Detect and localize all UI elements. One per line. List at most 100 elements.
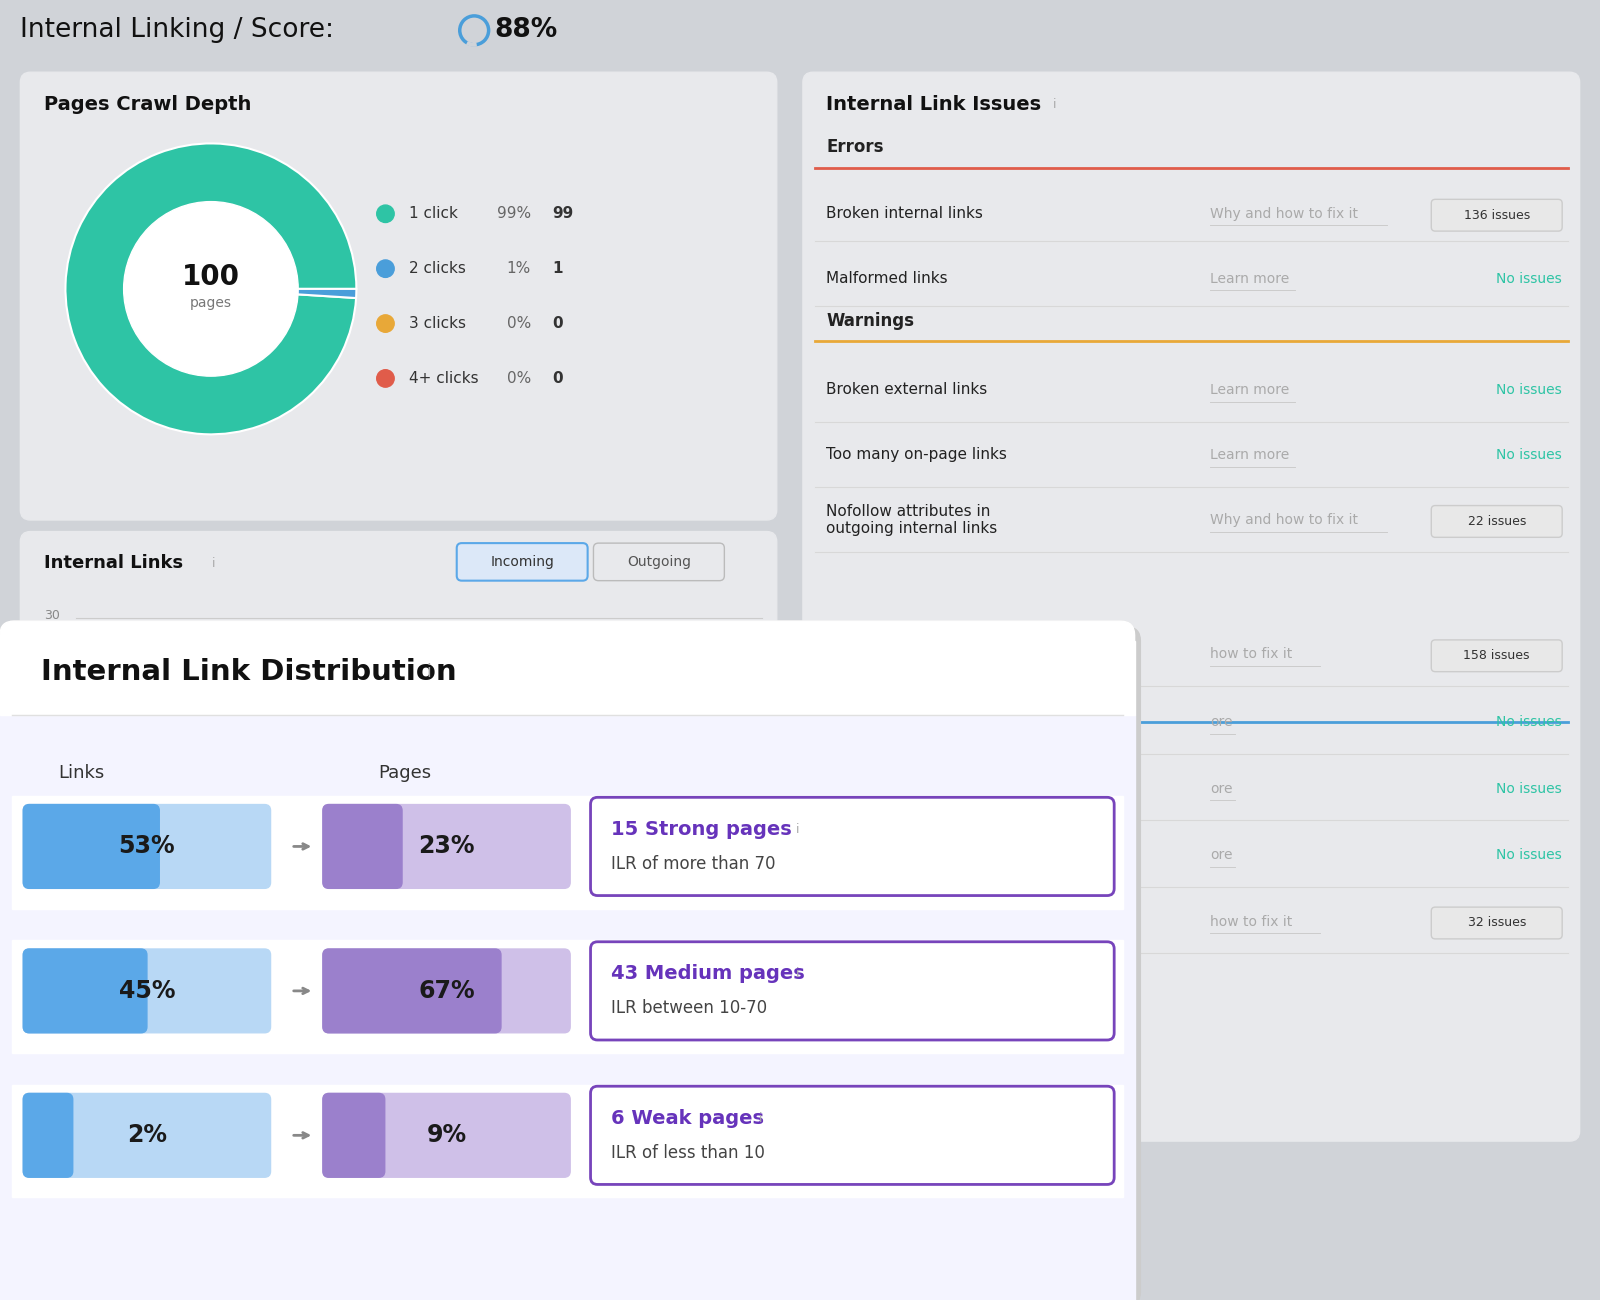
Text: ore: ore (1210, 781, 1232, 796)
FancyBboxPatch shape (24, 949, 270, 1032)
Text: 1%: 1% (507, 261, 531, 276)
Text: Learn more: Learn more (1210, 272, 1290, 286)
Text: 0%: 0% (507, 316, 531, 332)
Text: 99%: 99% (496, 207, 531, 221)
Text: i: i (760, 1112, 763, 1124)
FancyBboxPatch shape (590, 797, 1114, 896)
Text: Internal Linking / Score:: Internal Linking / Score: (21, 17, 334, 43)
Text: No issues: No issues (1496, 272, 1562, 286)
Text: ILR between 10-70: ILR between 10-70 (611, 1000, 766, 1017)
Text: Internal Link Issues: Internal Link Issues (826, 95, 1042, 113)
Text: No issues: No issues (1496, 448, 1562, 461)
Text: 0%: 0% (507, 370, 531, 386)
Circle shape (376, 315, 394, 333)
Text: ILR of more than 70: ILR of more than 70 (611, 855, 776, 872)
Text: Outgoing: Outgoing (627, 555, 691, 569)
Text: 136 issues: 136 issues (1464, 209, 1530, 222)
Text: Malformed links: Malformed links (826, 272, 947, 286)
Text: No issues: No issues (1496, 781, 1562, 796)
Text: i: i (797, 967, 800, 980)
Bar (11, 796, 1123, 909)
Text: i: i (1053, 98, 1056, 111)
Bar (11, 940, 1123, 1053)
Text: pages: pages (190, 296, 232, 311)
Text: how to fix it: how to fix it (1210, 915, 1293, 928)
Text: 88%: 88% (494, 17, 558, 43)
FancyBboxPatch shape (323, 805, 402, 888)
Bar (0, 0, 1600, 61)
Text: No issues: No issues (1496, 384, 1562, 396)
Text: 1: 1 (552, 261, 563, 276)
Text: ore: ore (1210, 848, 1232, 862)
FancyBboxPatch shape (1432, 640, 1562, 672)
Text: Internal Links: Internal Links (43, 554, 182, 572)
FancyBboxPatch shape (590, 941, 1114, 1040)
Bar (0, 641, 1134, 715)
Text: Nofollow attributes in
outgoing internal links: Nofollow attributes in outgoing internal… (826, 504, 997, 536)
Text: 158 issues: 158 issues (1464, 649, 1530, 662)
Circle shape (376, 369, 394, 387)
Text: Errors: Errors (826, 138, 883, 156)
Text: No issues: No issues (1496, 848, 1562, 862)
Text: 3 clicks: 3 clicks (408, 316, 466, 332)
Text: Broken external links: Broken external links (826, 382, 987, 398)
FancyBboxPatch shape (6, 627, 1141, 1300)
FancyBboxPatch shape (0, 621, 1134, 1300)
Text: ore: ore (1210, 715, 1232, 729)
Text: 32 issues: 32 issues (1467, 916, 1526, 930)
FancyBboxPatch shape (21, 532, 776, 640)
Text: Why and how to fix it: Why and how to fix it (1210, 207, 1358, 221)
Text: 23%: 23% (418, 835, 475, 858)
Text: 15 Strong pages: 15 Strong pages (611, 819, 792, 838)
Wedge shape (66, 143, 357, 434)
FancyBboxPatch shape (1432, 199, 1562, 231)
Circle shape (376, 260, 394, 277)
Text: Too many on-page links: Too many on-page links (826, 447, 1006, 463)
FancyBboxPatch shape (0, 715, 1134, 1300)
FancyBboxPatch shape (323, 805, 570, 888)
Text: 4+ clicks: 4+ clicks (408, 370, 478, 386)
Text: 0: 0 (552, 316, 563, 332)
Text: ILR of less than 10: ILR of less than 10 (611, 1144, 765, 1162)
Text: 22 issues: 22 issues (1467, 515, 1526, 528)
Text: Internal Link Distribution: Internal Link Distribution (40, 658, 456, 685)
Text: 43 Medium pages: 43 Medium pages (611, 965, 805, 983)
Text: 6 Weak pages: 6 Weak pages (611, 1109, 763, 1127)
Text: Learn more: Learn more (1210, 384, 1290, 396)
FancyBboxPatch shape (1432, 506, 1562, 537)
Text: Pages Crawl Depth: Pages Crawl Depth (43, 95, 251, 113)
FancyBboxPatch shape (323, 949, 501, 1032)
FancyBboxPatch shape (24, 949, 147, 1032)
FancyBboxPatch shape (590, 1087, 1114, 1184)
FancyBboxPatch shape (24, 805, 270, 888)
FancyBboxPatch shape (0, 621, 1134, 715)
Text: 45%: 45% (118, 979, 174, 1002)
FancyBboxPatch shape (594, 543, 725, 581)
Text: Learn more: Learn more (1210, 448, 1290, 461)
FancyBboxPatch shape (21, 73, 776, 520)
Text: 53%: 53% (118, 835, 176, 858)
FancyBboxPatch shape (323, 1093, 570, 1178)
Text: 67%: 67% (418, 979, 475, 1002)
FancyBboxPatch shape (323, 1093, 384, 1178)
FancyBboxPatch shape (24, 1093, 72, 1178)
Wedge shape (211, 289, 357, 298)
Circle shape (376, 205, 394, 222)
Text: 100: 100 (182, 264, 240, 291)
Bar (0, 715, 1134, 1300)
Text: Incoming: Incoming (490, 555, 554, 569)
Text: Why and how to fix it: Why and how to fix it (1210, 514, 1358, 526)
FancyBboxPatch shape (1432, 907, 1562, 939)
Text: i: i (213, 556, 216, 569)
FancyBboxPatch shape (24, 1093, 270, 1178)
Text: i: i (426, 663, 430, 681)
Text: No issues: No issues (1496, 715, 1562, 729)
Text: 1 click: 1 click (408, 207, 458, 221)
Text: 2%: 2% (126, 1123, 166, 1148)
Bar (11, 1084, 1123, 1197)
Text: Broken internal links: Broken internal links (826, 207, 982, 221)
Text: 9%: 9% (427, 1123, 467, 1148)
FancyBboxPatch shape (803, 73, 1579, 1141)
FancyBboxPatch shape (456, 543, 587, 581)
FancyBboxPatch shape (24, 805, 160, 888)
